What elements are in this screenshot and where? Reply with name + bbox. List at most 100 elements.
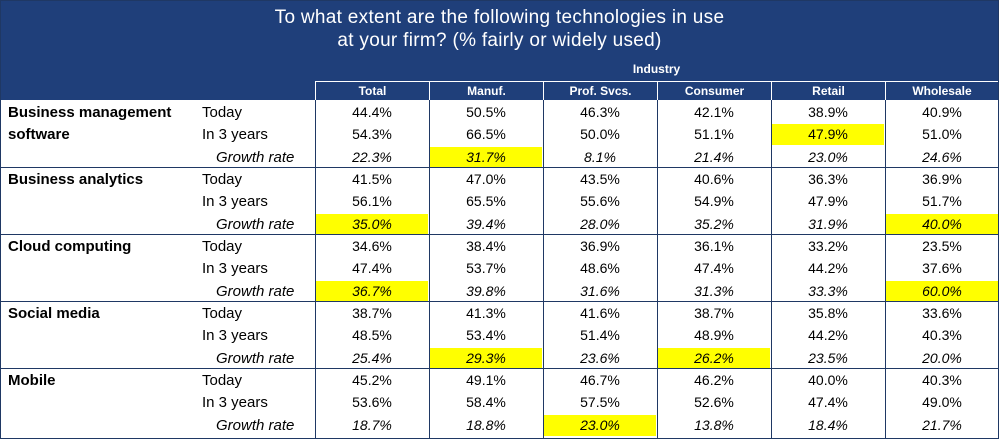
category-label: software: [8, 126, 70, 144]
table-cell: 23.6%: [580, 349, 620, 366]
row-label: In 3 years: [202, 193, 268, 211]
table-cell: 20.0%: [922, 349, 962, 366]
table-cell: 31.6%: [580, 282, 620, 299]
table-cell: 60.0%: [886, 280, 998, 302]
table-cell: 35.8%: [808, 305, 848, 321]
title-line-1: To what extent are the following technol…: [274, 7, 725, 28]
table-cell: 26.2%: [658, 347, 770, 369]
table-cell: 40.9%: [922, 104, 962, 120]
table-cell: 50.0%: [580, 126, 620, 143]
column-divider: [543, 100, 544, 438]
table-cell: 53.6%: [352, 394, 392, 411]
row-label: Today: [202, 238, 243, 255]
table-cell: 51.1%: [694, 126, 734, 143]
table-cell: 57.5%: [580, 394, 620, 411]
table-cell: 53.4%: [466, 327, 506, 344]
table-cell: 36.9%: [580, 238, 620, 254]
column-header-wholesale: Wholesale: [885, 81, 998, 100]
category-label: Business management: [8, 104, 172, 121]
column-header-total: Total: [315, 81, 429, 100]
table-cell: 35.2%: [694, 215, 734, 232]
column-divider: [657, 100, 658, 438]
table-cell: 33.6%: [922, 305, 962, 321]
category-label: Mobile: [8, 372, 56, 389]
table-cell: 49.1%: [466, 372, 506, 388]
table-cell: 38.7%: [352, 305, 392, 321]
table-cell: 31.7%: [430, 146, 542, 168]
table-cell: 40.6%: [694, 171, 734, 187]
row-label: Growth rate: [216, 215, 295, 233]
table-cell: 24.6%: [922, 148, 962, 165]
table-cell: 52.6%: [694, 394, 734, 411]
table-cell: 48.5%: [352, 327, 392, 344]
column-header-manuf: Manuf.: [429, 81, 543, 100]
table-cell: 50.5%: [466, 104, 506, 120]
table-cell: 38.9%: [808, 104, 848, 120]
table-cell: 23.5%: [808, 349, 848, 366]
table-cell: 18.7%: [352, 416, 392, 433]
table-cell: 36.7%: [316, 280, 428, 302]
column-header-prof-svcs: Prof. Svcs.: [543, 81, 657, 100]
row-label: In 3 years: [202, 394, 268, 412]
table-cell: 43.5%: [580, 171, 620, 187]
table-cell: 54.3%: [352, 126, 392, 143]
table-cell: 22.3%: [352, 148, 392, 165]
table-cell: 38.4%: [466, 238, 506, 254]
table-cell: 40.3%: [922, 372, 962, 388]
row-label: Growth rate: [216, 416, 295, 434]
row-label: Today: [202, 171, 243, 188]
table-cell: 53.7%: [466, 260, 506, 277]
group-divider: [1, 301, 998, 302]
table-cell: 40.3%: [922, 327, 962, 344]
table-cell: 33.3%: [808, 282, 848, 299]
table-cell: 36.9%: [922, 171, 962, 187]
row-label: Growth rate: [216, 148, 295, 166]
table-cell: 39.4%: [466, 215, 506, 232]
table-cell: 13.8%: [694, 416, 734, 433]
table-cell: 25.4%: [352, 349, 392, 366]
row-label: In 3 years: [202, 126, 268, 144]
table-cell: 36.3%: [808, 171, 848, 187]
table-cell: 41.5%: [352, 171, 392, 187]
table-cell: 29.3%: [430, 347, 542, 369]
table-cell: 48.6%: [580, 260, 620, 277]
table-cell: 46.2%: [694, 372, 734, 388]
table-cell: 47.4%: [808, 394, 848, 411]
table-cell: 40.0%: [808, 372, 848, 388]
category-label: Cloud computing: [8, 238, 132, 255]
category-label: Social media: [8, 305, 100, 322]
column-divider: [429, 100, 430, 438]
table-cell: 47.9%: [772, 124, 884, 146]
column-divider: [315, 100, 316, 438]
table-cell: 28.0%: [580, 215, 620, 232]
table-cell: 23.0%: [544, 414, 656, 436]
table-cell: 49.0%: [922, 394, 962, 411]
row-label: Today: [202, 372, 243, 389]
table-title: To what extent are the following technol…: [1, 1, 998, 58]
table-cell: 31.3%: [694, 282, 734, 299]
table-cell: 31.9%: [808, 215, 848, 232]
table-cell: 45.2%: [352, 372, 392, 388]
table-cell: 18.4%: [808, 416, 848, 433]
table-cell: 47.9%: [808, 193, 848, 210]
table-cell: 37.6%: [922, 260, 962, 277]
title-line-2: at your firm? (% fairly or widely used): [337, 30, 662, 51]
table-cell: 54.9%: [694, 193, 734, 210]
table-cell: 47.4%: [352, 260, 392, 277]
group-divider: [1, 167, 998, 168]
table-cell: 58.4%: [466, 394, 506, 411]
table-cell: 44.4%: [352, 104, 392, 120]
category-label: Business analytics: [8, 171, 144, 188]
table-cell: 55.6%: [580, 193, 620, 210]
table-cell: 18.8%: [466, 416, 506, 433]
table-cell: 65.5%: [466, 193, 506, 210]
row-label: In 3 years: [202, 260, 268, 278]
row-label: Today: [202, 305, 243, 322]
table-cell: 36.1%: [694, 238, 734, 254]
table-cell: 38.7%: [694, 305, 734, 321]
table-cell: 46.7%: [580, 372, 620, 388]
column-divider: [771, 100, 772, 438]
column-header-retail: Retail: [771, 81, 885, 100]
row-label: Growth rate: [216, 282, 295, 300]
row-label: Growth rate: [216, 349, 295, 367]
